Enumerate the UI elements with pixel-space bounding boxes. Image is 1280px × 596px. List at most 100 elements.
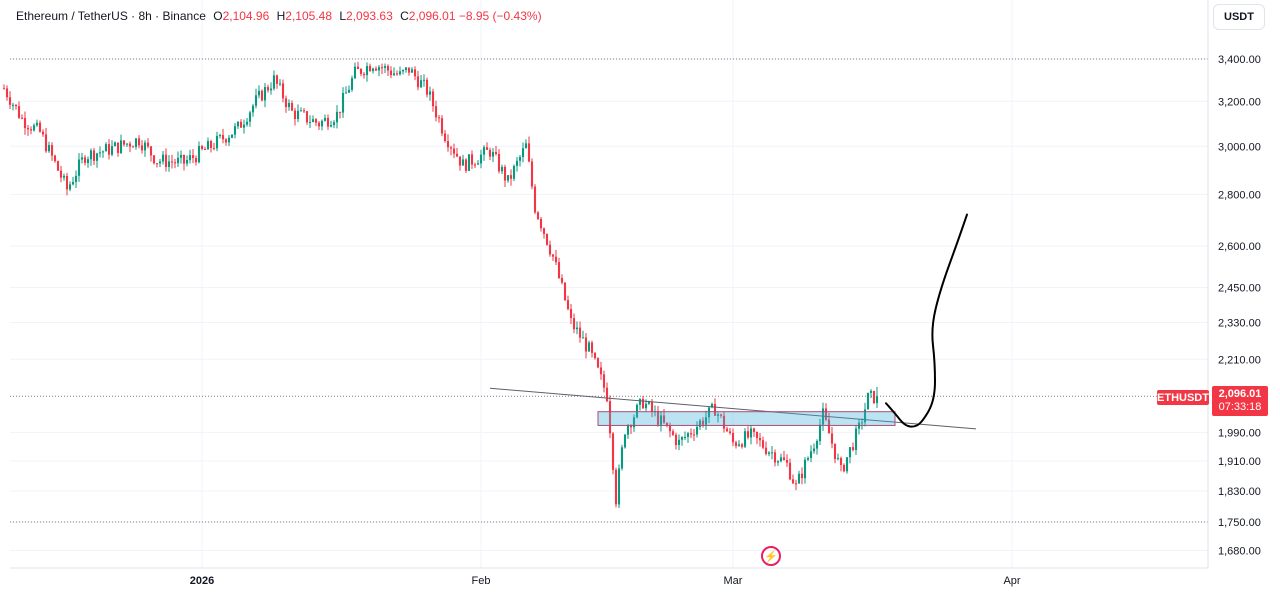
candle <box>26 128 30 130</box>
candle <box>644 403 648 409</box>
candle <box>533 186 537 213</box>
candle <box>296 110 300 119</box>
tradingview-flash-icon[interactable]: ⚡ <box>761 546 781 566</box>
candle <box>227 137 231 143</box>
candle <box>530 161 534 187</box>
candle <box>833 443 837 460</box>
candle <box>413 69 417 77</box>
candle <box>380 67 384 69</box>
candle <box>14 104 18 107</box>
candle <box>419 80 423 88</box>
candle <box>173 162 177 164</box>
candle <box>578 327 582 338</box>
candle <box>329 125 333 127</box>
candle <box>695 426 699 435</box>
candle <box>611 433 615 470</box>
change-value: −8.95 (−0.43%) <box>458 9 542 23</box>
candle <box>788 462 792 480</box>
y-tick-label: 2,210.00 <box>1218 354 1261 366</box>
candle <box>314 119 318 123</box>
x-tick-label: 2026 <box>190 575 214 587</box>
candle <box>749 428 753 438</box>
candle <box>671 431 675 435</box>
high-value: 2,105.48 <box>285 9 333 23</box>
candle <box>647 401 651 404</box>
candle <box>59 170 63 178</box>
candle <box>461 159 465 166</box>
candle <box>47 145 51 152</box>
candle <box>740 444 744 447</box>
candle <box>86 159 90 163</box>
candle <box>845 457 849 472</box>
y-tick-label: 3,200.00 <box>1218 96 1261 108</box>
candle <box>17 106 21 118</box>
candle <box>446 141 450 148</box>
support-zone-rect[interactable] <box>597 411 896 426</box>
candle <box>260 90 264 101</box>
candle <box>104 144 108 152</box>
candle <box>434 106 438 118</box>
candle <box>455 153 459 157</box>
candle <box>392 73 396 76</box>
candle <box>32 125 36 131</box>
candle <box>287 103 291 108</box>
y-tick-label: 2,450.00 <box>1218 282 1261 294</box>
candle <box>194 158 198 163</box>
last-price: 2,096.01 <box>1218 388 1262 400</box>
candle <box>149 146 153 156</box>
candle <box>341 92 345 113</box>
candle <box>203 148 207 150</box>
y-tick-label: 2,800.00 <box>1218 189 1261 201</box>
candle <box>668 425 672 432</box>
candle <box>662 415 666 423</box>
candle <box>35 122 39 126</box>
candle <box>665 422 669 426</box>
candle <box>362 73 366 76</box>
candle <box>863 409 867 423</box>
candle <box>725 428 729 432</box>
candle <box>257 90 261 96</box>
currency-button[interactable]: USDT <box>1213 4 1265 30</box>
plot-area[interactable] <box>10 0 1208 568</box>
candle <box>359 68 363 74</box>
candle <box>779 457 783 462</box>
candle <box>38 122 42 132</box>
candle <box>335 111 339 123</box>
candle <box>626 425 630 435</box>
candle <box>683 437 687 439</box>
candle <box>485 147 489 150</box>
candle <box>50 145 54 156</box>
candle <box>839 458 843 465</box>
y-tick-label: 3,000.00 <box>1218 141 1261 153</box>
close-key: C <box>400 9 409 23</box>
x-tick-label: Feb <box>472 575 491 587</box>
candle <box>353 66 357 79</box>
candle <box>158 161 162 164</box>
candle <box>443 133 447 142</box>
candle <box>572 318 576 330</box>
candle <box>599 367 603 375</box>
candle <box>758 437 762 441</box>
projection-drawing[interactable] <box>885 213 968 428</box>
candle <box>449 147 453 149</box>
candle <box>812 448 816 452</box>
candle <box>356 66 360 69</box>
candle <box>689 433 693 435</box>
candle <box>95 153 99 161</box>
candle <box>866 392 870 410</box>
candle <box>794 483 798 485</box>
candle <box>251 105 255 113</box>
candle <box>692 434 696 436</box>
candle <box>656 411 660 425</box>
candle <box>797 473 801 484</box>
bar-countdown: 07:33:18 <box>1218 401 1262 413</box>
candle <box>209 141 213 148</box>
symbol-title[interactable]: Ethereum / TetherUS · 8h · Binance <box>16 9 206 23</box>
candle <box>422 79 426 81</box>
candle <box>110 146 114 155</box>
candle <box>554 256 558 263</box>
candle <box>506 175 510 181</box>
candle <box>548 244 552 255</box>
last-price-tag: 2,096.01 07:33:18 <box>1212 386 1268 416</box>
